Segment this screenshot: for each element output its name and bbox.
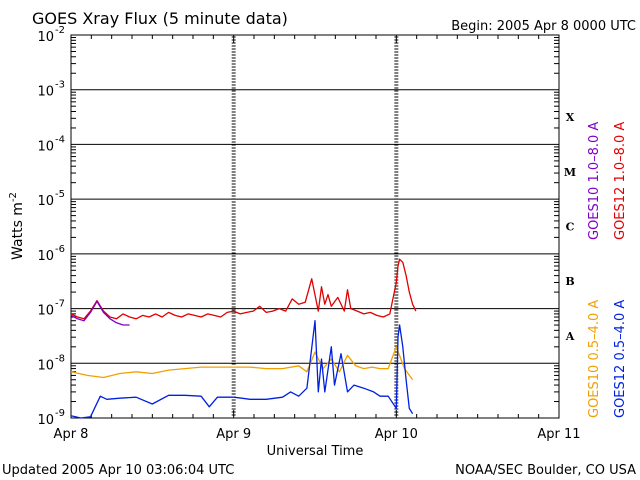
y-tick-exponent: -6: [55, 244, 65, 255]
flare-class-label: X: [566, 111, 575, 124]
legend-goes12-long: GOES12 1.0–8.0 A: [613, 122, 628, 240]
tick-layer: [70, 35, 560, 418]
legend-goes12-short: GOES12 0.5–4.0 A: [613, 300, 628, 418]
y-tick-exponent: -8: [55, 353, 65, 364]
series-layer: [70, 258, 417, 419]
y-tick-exponent: -5: [55, 189, 65, 200]
y-tick-label: 10: [37, 358, 54, 373]
x-tick-label: Apr 11: [537, 427, 580, 442]
legend-goes10-long: GOES10 1.0–8.0 A: [587, 122, 602, 240]
y-tick-label: 10: [37, 194, 54, 209]
grid-layer: [71, 36, 559, 416]
series-line: [70, 300, 130, 326]
y-tick-exponent: -4: [55, 134, 65, 145]
y-tick-label: 10: [37, 30, 54, 45]
y-axis-label-text: Watts m: [10, 202, 26, 260]
x-tick-label: Apr 10: [375, 427, 418, 442]
y-tick-label: 10: [37, 413, 54, 428]
y-tick-exponent: -3: [55, 80, 65, 91]
credit-label: NOAA/SEC Boulder, CO USA: [455, 463, 636, 478]
flare-class-label: M: [564, 166, 576, 179]
chart-title: GOES Xray Flux (5 minute data): [32, 9, 288, 28]
x-axis-label: Universal Time: [267, 444, 364, 459]
flare-class-label: A: [565, 330, 575, 343]
begin-label: Begin: 2005 Apr 8 0000 UTC: [451, 19, 636, 34]
y-tick-labels: 10-910-810-710-610-510-410-310-2: [37, 25, 65, 428]
y-axis-label-exponent: -2: [8, 192, 19, 202]
plot-frame: [70, 34, 560, 419]
legend-goes10-short: GOES10 0.5–4.0 A: [587, 300, 602, 418]
y-tick-label: 10: [37, 304, 54, 319]
x-tick-label: Apr 8: [54, 427, 89, 442]
y-axis-label: Watts m-2: [8, 192, 26, 260]
series-line: [70, 346, 414, 381]
series-line: [70, 258, 417, 320]
y-tick-exponent: -7: [55, 299, 65, 310]
x-tick-label: Apr 9: [216, 427, 251, 442]
flare-class-label: C: [566, 221, 575, 234]
y-tick-label: 10: [37, 85, 54, 100]
y-tick-exponent: -9: [55, 408, 65, 419]
series-line: [70, 320, 414, 419]
flare-class-labels: A B C M X: [564, 111, 576, 343]
y-tick-exponent: -2: [55, 25, 65, 36]
y-tick-label: 10: [37, 249, 54, 264]
flare-class-label: B: [565, 275, 574, 288]
updated-label: Updated 2005 Apr 10 03:06:04 UTC: [2, 463, 234, 478]
y-tick-label: 10: [37, 139, 54, 154]
x-tick-labels: Apr 8 Apr 9 Apr 10 Apr 11: [54, 427, 581, 442]
